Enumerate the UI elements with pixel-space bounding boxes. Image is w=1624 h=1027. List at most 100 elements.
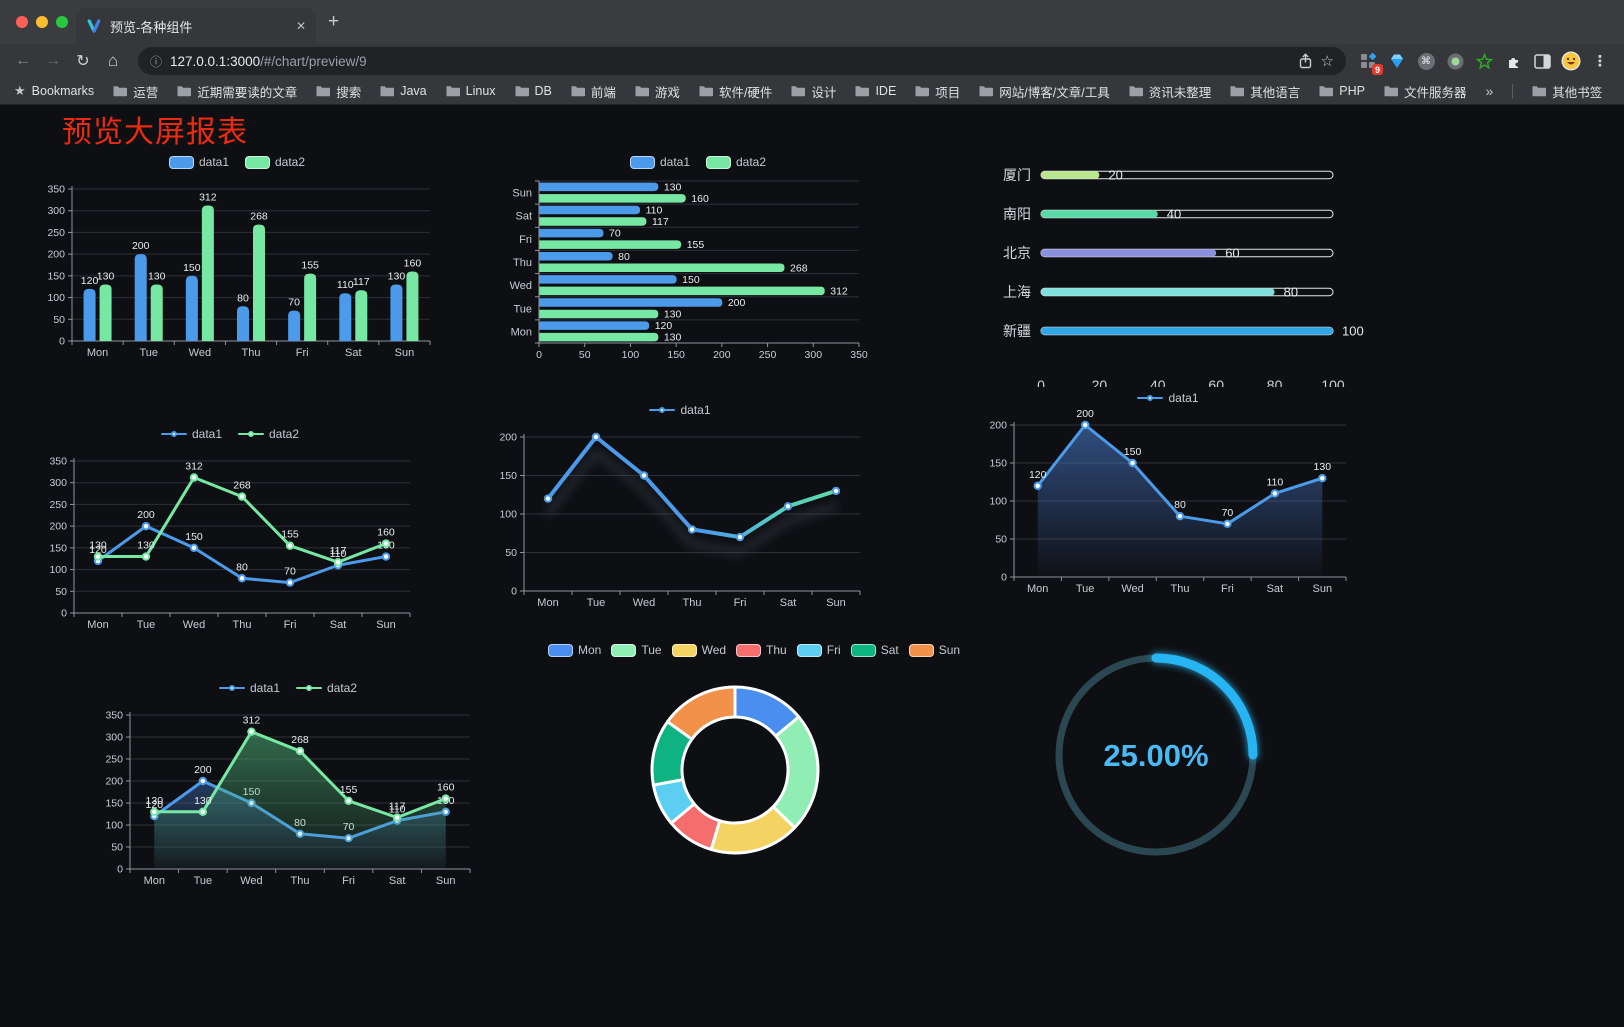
svg-text:130: 130	[664, 332, 682, 344]
legend-item[interactable]: Sun	[908, 643, 960, 657]
command-extension-icon[interactable]: ⌘	[1416, 51, 1436, 71]
legend-item[interactable]: data2	[706, 155, 766, 169]
tab-close-icon[interactable]: ✕	[295, 19, 306, 33]
site-info-icon[interactable]: ⓘ	[150, 54, 163, 69]
bookmarks-bar: ★ Bookmarks 运营 近期需要读的文章 搜索 Java Linux DB 前端 游戏 软件/…	[0, 78, 1624, 105]
browser-menu-icon[interactable]: ⋮	[1592, 53, 1608, 70]
bookmark-item[interactable]: 前端	[571, 82, 616, 101]
svg-text:Thu: Thu	[291, 875, 310, 887]
chart-legend: data1 data2	[503, 151, 893, 173]
area-chart[interactable]: data1 0 50 100 150 200 Mon Tue Wed Thu Fri Sat Sun 12…	[980, 387, 1356, 604]
share-icon[interactable]	[1298, 53, 1313, 69]
folder-icon	[979, 86, 994, 97]
green-star-extension-icon[interactable]	[1474, 51, 1494, 71]
legend-item[interactable]: data2	[238, 427, 299, 441]
legend-line-marker	[649, 407, 676, 413]
bookmark-item[interactable]: 游戏	[635, 82, 680, 101]
sidebar-toggle-icon[interactable]	[1532, 51, 1552, 71]
bar-horizontal-canvas[interactable]: 0 50 100 150 200 250 300 350Mon120130Tue200130W…	[503, 173, 893, 365]
line-dual-area-canvas[interactable]: 0 50 100 150 200 250 300 350 Mon Tue Wed Thu Fri Sat S…	[96, 699, 480, 891]
legend-item[interactable]: data1	[629, 155, 690, 169]
bookmark-item[interactable]: Java	[380, 84, 427, 98]
bookmark-item[interactable]: 其他语言	[1230, 82, 1300, 101]
line-gradient-canvas[interactable]: 0 50 100 150 200 Mon Tue Wed Thu Fri Sat Sun	[490, 421, 870, 613]
legend-item[interactable]: Mon	[548, 643, 601, 657]
line-dual-canvas[interactable]: 0 50 100 150 200 250 300 350 Mon Tue Wed Thu Fri Sat S…	[40, 445, 420, 635]
other-bookmarks-folder[interactable]: 其他书签	[1532, 82, 1602, 101]
tab-grid-extension-icon[interactable]: 9	[1358, 51, 1383, 75]
bookmark-item[interactable]: 近期需要读的文章	[177, 82, 297, 101]
doughnut-chart[interactable]: Mon Tue Wed Thu Fri Sat Sun	[548, 639, 960, 876]
svg-text:Mon: Mon	[511, 326, 532, 338]
bookmark-item[interactable]: PHP	[1319, 84, 1365, 98]
home-icon[interactable]: ⌂	[107, 51, 119, 70]
svg-text:Wed: Wed	[189, 347, 211, 359]
bookmark-item[interactable]: 运营	[113, 82, 158, 101]
progress-canvas[interactable]: 厦门 20 南阳 40 北京 60 上海 80 新疆 100 0 20 40 60 80 100	[985, 157, 1365, 393]
svg-text:Mon: Mon	[87, 619, 108, 631]
area-chart-dual[interactable]: data1 data2 0 50 100 150 200 250 300 350 Mon Tue Wed…	[96, 677, 480, 896]
bookmark-item[interactable]: 网站/博客/文章/工具	[979, 82, 1110, 101]
legend-item[interactable]: data1	[160, 427, 222, 441]
back-icon[interactable]: ←	[15, 52, 31, 69]
legend-item[interactable]: data2	[296, 681, 357, 695]
address-bar[interactable]: ⓘ 127.0.0.1:3000/#/chart/preview/9 ☆	[138, 47, 1346, 75]
minimize-window-button[interactable]	[36, 16, 48, 28]
new-tab-button[interactable]: +	[328, 11, 340, 32]
bookmark-item[interactable]: DB	[515, 84, 552, 98]
legend-item[interactable]: Tue	[611, 643, 662, 657]
svg-text:150: 150	[185, 531, 203, 543]
gauge-chart[interactable]: 25.00%	[1038, 643, 1278, 880]
svg-text:130: 130	[89, 540, 107, 552]
progress-bar-chart[interactable]: 厦门 20 南阳 40 北京 60 上海 80 新疆 100 0 20 40 60 80 100	[985, 157, 1365, 393]
bookmark-item[interactable]: Linux	[446, 84, 496, 98]
legend-item[interactable]: Fri	[796, 643, 841, 657]
doughnut-canvas[interactable]	[548, 661, 938, 871]
bookmark-item[interactable]: 文件服务器	[1384, 82, 1466, 101]
legend-item[interactable]: Wed	[671, 643, 726, 657]
profile-avatar[interactable]	[1561, 51, 1581, 71]
bookmarks-manager[interactable]: ★ Bookmarks	[14, 83, 94, 99]
bookmark-item[interactable]: 项目	[915, 82, 960, 101]
bar-chart-vertical[interactable]: data1 data2 0 50 100 150 200 250 300 350 Mon Tue Wed…	[38, 151, 436, 368]
line-chart-dual[interactable]: data1 data2 0 50 100 150 200 250 300 350 Mon Tue Wed…	[40, 423, 420, 640]
extensions-puzzle-icon[interactable]	[1503, 51, 1523, 71]
legend-item[interactable]: data2	[245, 155, 305, 169]
gem-extension-icon[interactable]	[1387, 51, 1407, 71]
bar-vertical-canvas[interactable]: 0 50 100 150 200 250 300 350 Mon Tue Wed Thu Fri Sat S…	[38, 173, 436, 363]
forward-icon[interactable]: →	[45, 52, 61, 69]
reload-icon[interactable]: ↻	[76, 53, 90, 70]
bookmarks-overflow-button[interactable]: »	[1485, 83, 1494, 99]
legend-item[interactable]: Sat	[850, 643, 899, 657]
svg-text:268: 268	[291, 734, 309, 746]
bookmark-item[interactable]: 设计	[791, 82, 836, 101]
bar-chart-horizontal[interactable]: data1 data2 0 50 100 150 200 250 300 350 Mon 120 130…	[503, 151, 893, 370]
svg-text:Thu: Thu	[1171, 583, 1190, 595]
legend-item[interactable]: data1	[649, 403, 711, 417]
legend-item[interactable]: Thu	[736, 643, 787, 657]
line-chart-gradient[interactable]: data1 0 50 100 150 200 Mon Tue Wed Thu Fri Sat Sun	[490, 399, 870, 618]
svg-text:120: 120	[89, 544, 107, 556]
bookmark-item[interactable]: IDE	[855, 84, 896, 98]
bookmark-star-icon[interactable]: ☆	[1320, 53, 1334, 70]
svg-text:350: 350	[47, 184, 65, 196]
legend-item[interactable]: data1	[168, 155, 229, 169]
tab-title: 预览-各种组件	[110, 19, 193, 35]
svg-text:Mon: Mon	[144, 875, 165, 887]
folder-icon	[791, 86, 806, 97]
bookmark-item[interactable]: 软件/硬件	[699, 82, 772, 101]
svg-text:70: 70	[609, 228, 621, 240]
legend-item[interactable]: data1	[1137, 391, 1199, 405]
bookmark-label: 前端	[590, 85, 616, 100]
line-area-canvas[interactable]: 0 50 100 150 200 Mon Tue Wed Thu Fri Sat Sun 120 200 1…	[980, 408, 1356, 599]
bookmark-item[interactable]: 搜索	[316, 82, 361, 101]
gauge-canvas[interactable]: 25.00%	[1038, 643, 1278, 875]
close-window-button[interactable]	[16, 16, 28, 28]
legend-item[interactable]: data1	[218, 681, 280, 695]
browser-tab[interactable]: 预览-各种组件 ✕	[76, 8, 316, 44]
bookmark-item[interactable]: 资讯未整理	[1129, 82, 1211, 101]
record-extension-icon[interactable]	[1445, 51, 1465, 71]
svg-text:160: 160	[691, 193, 709, 205]
legend-swatch	[796, 643, 822, 657]
zoom-window-button[interactable]	[56, 16, 68, 28]
